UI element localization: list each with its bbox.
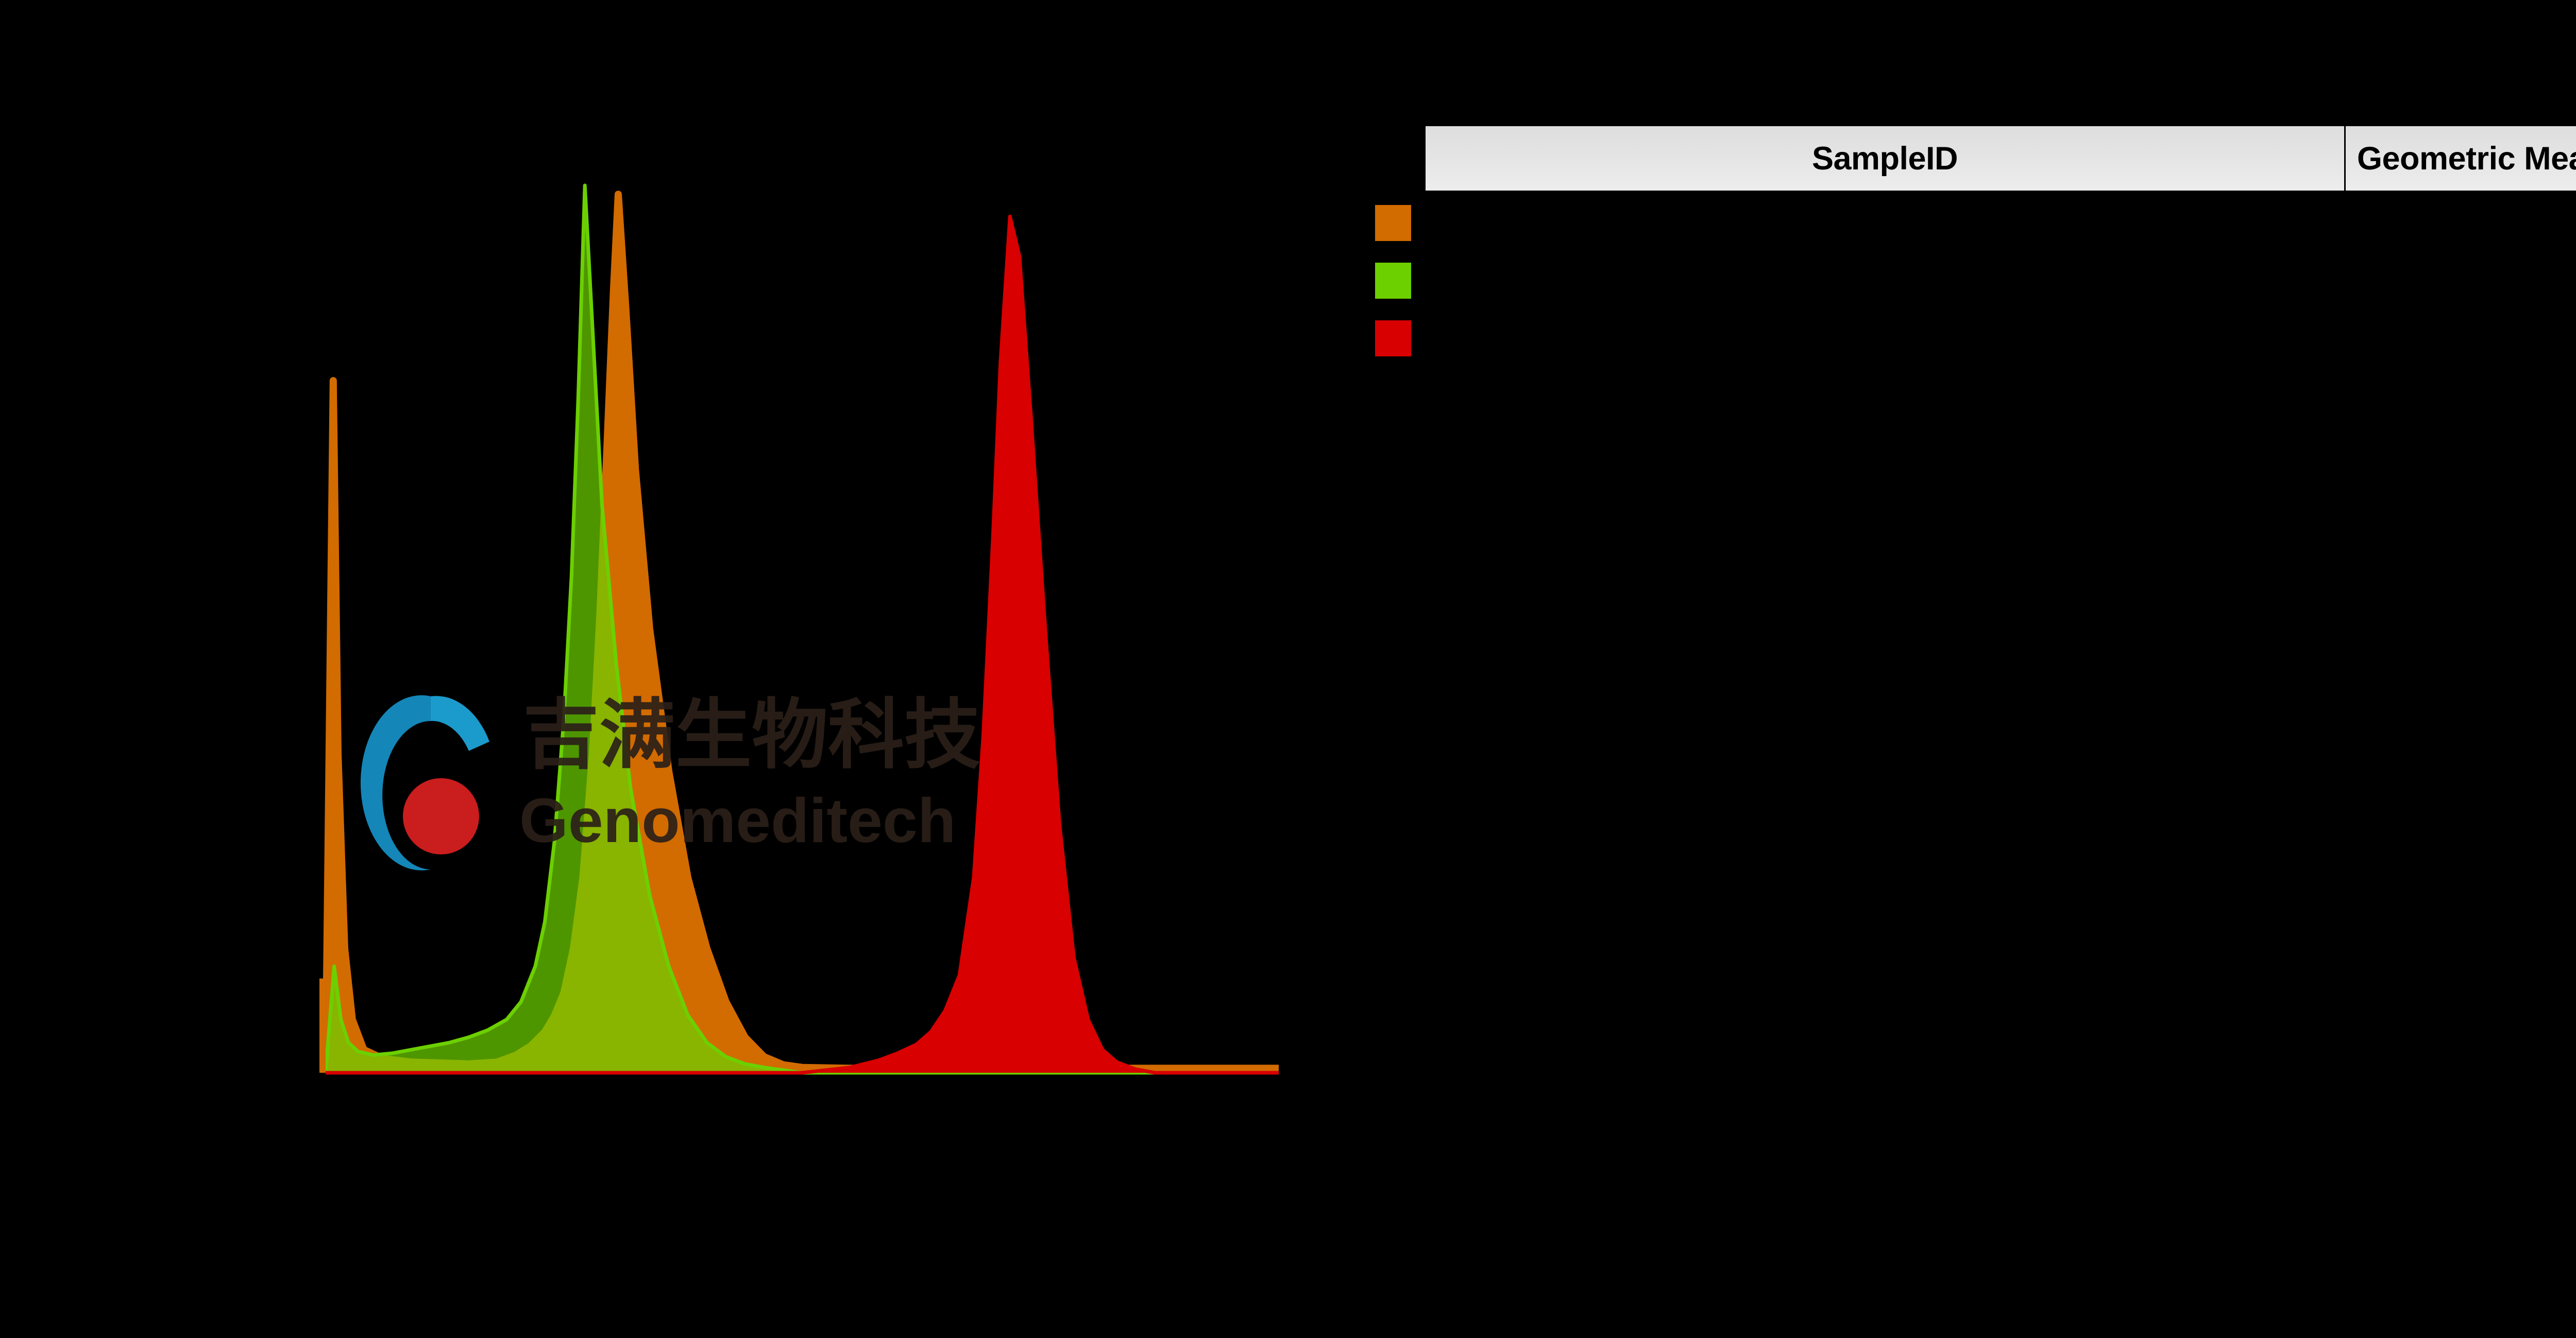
column-header-sampleid[interactable]: SampleID [1426, 126, 2346, 191]
table-header-row: SampleID Geometric Mean : R675-H [1424, 126, 2576, 192]
histogram-plot[interactable] [0, 0, 1340, 1338]
statistics-table[interactable]: SampleID Geometric Mean : R675-H [1424, 125, 2576, 192]
histogram-area-1 [326, 194, 1279, 1073]
column-header-geometric-mean[interactable]: Geometric Mean : R675-H [2357, 140, 2576, 177]
legend-swatch-sample-3[interactable] [1375, 320, 1411, 356]
histogram-area-2 [326, 185, 1279, 1073]
histogram-outline-2 [324, 183, 1279, 1075]
histogram-area-3 [326, 216, 1279, 1073]
legend-swatch-sample-2[interactable] [1375, 263, 1411, 299]
histogram-outline-3 [326, 214, 1279, 1075]
axis-origin-tick [319, 979, 326, 1073]
legend-swatch-sample-1[interactable] [1375, 205, 1411, 241]
histogram-svg [319, 183, 1279, 1075]
histogram-outline-1 [322, 191, 1279, 1073]
